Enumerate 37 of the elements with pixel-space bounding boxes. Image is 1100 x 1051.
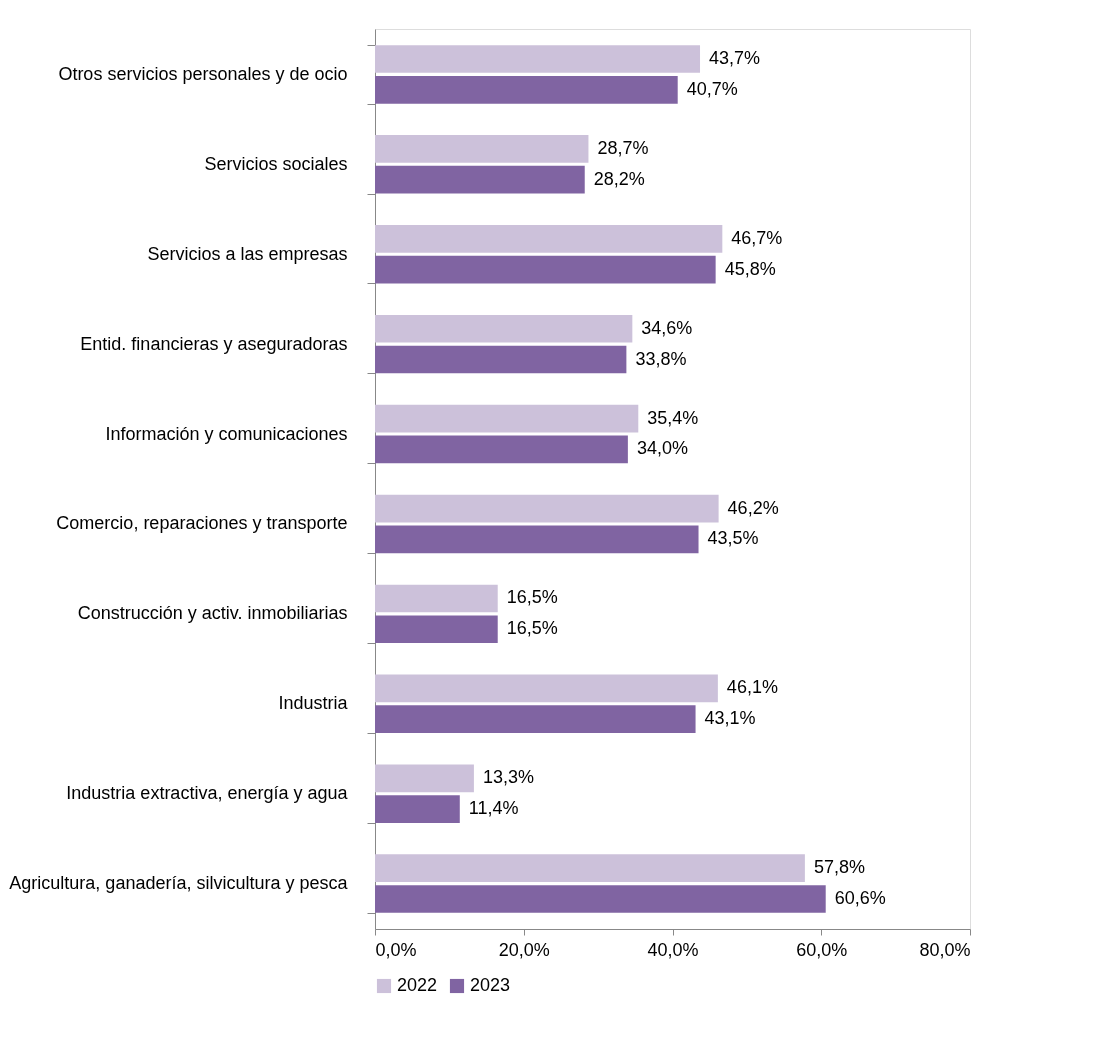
data-label: 43,5% (707, 528, 759, 549)
data-label: 34,0% (636, 438, 688, 459)
y-tick-label: Construcción y activ. inmobiliarias (77, 603, 348, 624)
data-label: 60,6% (834, 887, 886, 908)
y-tick-label: Servicios sociales (204, 153, 348, 174)
y-tick-label: Información y comunicaciones (105, 423, 348, 444)
x-tick-label: 20,0% (498, 939, 550, 960)
data-label: 28,7% (597, 137, 649, 158)
data-label: 45,8% (724, 258, 776, 279)
x-tick-label: 60,0% (796, 939, 848, 960)
y-tick-label: Otros servicios personales y de ocio (58, 63, 348, 84)
data-label: 35,4% (647, 407, 699, 428)
y-tick-label: Industria (278, 693, 349, 714)
y-tick-label: Comercio, reparaciones y transporte (56, 513, 348, 534)
x-tick-label: 80,0% (919, 939, 971, 960)
data-label: 43,7% (709, 48, 761, 69)
data-label: 16,5% (506, 587, 558, 608)
data-label: 28,2% (593, 168, 645, 189)
data-label: 11,4% (468, 798, 519, 819)
x-tick-label: 40,0% (647, 939, 699, 960)
data-label: 46,1% (726, 677, 778, 698)
legend-label: 2023 (470, 975, 511, 995)
data-label: 46,7% (731, 227, 783, 248)
data-label: 40,7% (686, 78, 738, 99)
y-tick-label: Servicios a las empresas (147, 243, 348, 264)
data-label: 13,3% (482, 767, 534, 788)
x-tick-label: 0,0% (375, 939, 417, 960)
legend-label: 2022 (397, 975, 438, 995)
data-label: 43,1% (704, 708, 756, 729)
data-label: 16,5% (506, 618, 558, 639)
data-label: 33,8% (635, 348, 687, 369)
data-label: 57,8% (813, 857, 865, 878)
y-tick-label: Agricultura, ganadería, silvicultura y pesca (9, 873, 349, 894)
data-label: 46,2% (727, 497, 779, 518)
y-tick-label: Industria extractiva, energía y agua (66, 783, 349, 804)
data-label: 34,6% (641, 317, 693, 338)
y-tick-label: Entid. financieras y aseguradoras (80, 333, 348, 354)
